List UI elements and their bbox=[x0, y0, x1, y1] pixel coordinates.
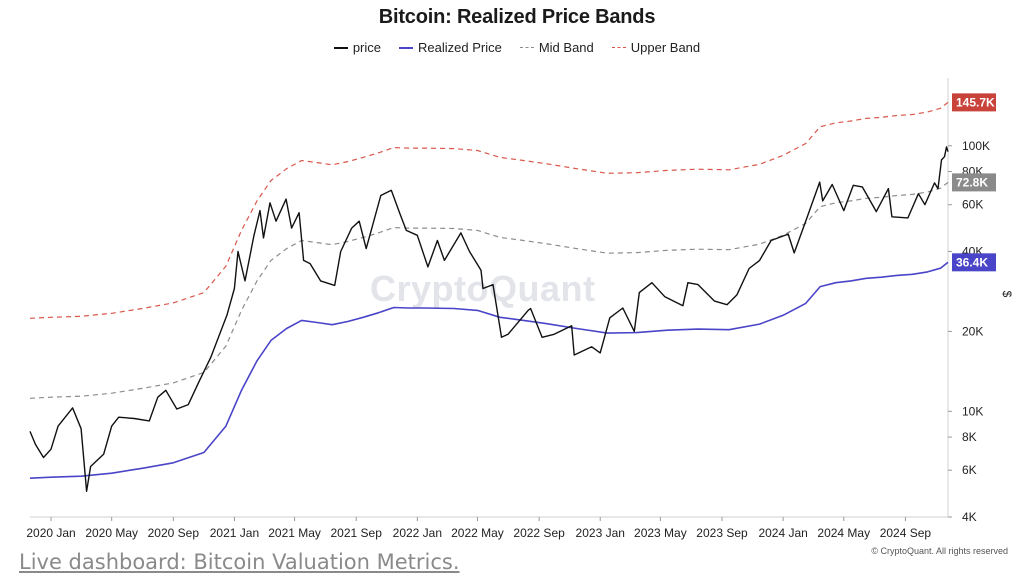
y-tick-label: 100K bbox=[962, 139, 990, 153]
x-tick-label: 2020 Jan bbox=[26, 526, 75, 540]
x-tick-label: 2021 May bbox=[268, 526, 321, 540]
legend-item-mid-band[interactable]: Mid Band bbox=[519, 40, 594, 55]
x-tick-label: 2022 Sep bbox=[513, 526, 565, 540]
legend-label-upper-band: Upper Band bbox=[630, 40, 701, 55]
series-line-upper-band bbox=[29, 101, 949, 319]
legend-label-mid-band: Mid Band bbox=[538, 40, 594, 55]
series-line-realized-price bbox=[29, 261, 949, 479]
y-axis-label: $ bbox=[1000, 291, 1014, 298]
series-line-mid-band bbox=[29, 181, 949, 399]
x-tick-label: 2021 Jan bbox=[210, 526, 259, 540]
chart-title: Bitcoin: Realized Price Bands bbox=[378, 6, 656, 28]
x-tick-label: 2020 Sep bbox=[148, 526, 200, 540]
x-tick-label: 2024 May bbox=[817, 526, 870, 540]
y-tick-label: 20K bbox=[962, 324, 983, 338]
badge-label-realized-price: 36.4K bbox=[956, 255, 988, 269]
x-tick-label: 2024 Sep bbox=[880, 526, 932, 540]
badge-label-upper-band: 145.7K bbox=[956, 95, 995, 109]
legend-label-price: price bbox=[352, 40, 382, 55]
legend-swatch-price bbox=[333, 46, 348, 49]
badge-realized-price bbox=[952, 253, 996, 272]
legend-swatch-realized-price bbox=[399, 46, 414, 49]
legend-swatch-mid-band bbox=[519, 47, 534, 48]
legend-item-realized-price[interactable]: Realized Price bbox=[399, 40, 502, 55]
x-tick-label: 2023 Sep bbox=[696, 526, 748, 540]
legend-item-price[interactable]: price bbox=[333, 40, 382, 55]
legend-swatch-upper-band bbox=[611, 47, 626, 48]
y-tick-label: 10K bbox=[962, 404, 983, 418]
y-tick-label: 60K bbox=[962, 198, 983, 212]
badge-upper-band bbox=[952, 93, 996, 112]
x-tick-label: 2023 May bbox=[634, 526, 687, 540]
x-tick-label: 2020 May bbox=[85, 526, 138, 540]
x-tick-label: 2022 May bbox=[451, 526, 504, 540]
x-tick-label: 2021 Sep bbox=[331, 526, 383, 540]
chart-legend: price Realized Price Mid Band Upper Band bbox=[0, 40, 1034, 55]
x-tick-label: 2022 Jan bbox=[393, 526, 442, 540]
badge-mid-band bbox=[952, 173, 996, 192]
x-tick-label: 2024 Jan bbox=[758, 526, 807, 540]
legend-label-realized-price: Realized Price bbox=[418, 40, 502, 55]
y-tick-label: 6K bbox=[962, 463, 977, 477]
series-line-price bbox=[29, 146, 949, 492]
live-dashboard-link[interactable]: Live dashboard: Bitcoin Valuation Metric… bbox=[19, 550, 460, 574]
legend-item-upper-band[interactable]: Upper Band bbox=[611, 40, 701, 55]
copyright-text: © CryptoQuant. All rights reserved bbox=[871, 546, 1008, 556]
y-tick-label: 8K bbox=[962, 430, 977, 444]
badge-label-mid-band: 72.8K bbox=[956, 175, 988, 189]
x-tick-label: 2023 Jan bbox=[576, 526, 625, 540]
y-tick-label: 4K bbox=[962, 510, 977, 524]
